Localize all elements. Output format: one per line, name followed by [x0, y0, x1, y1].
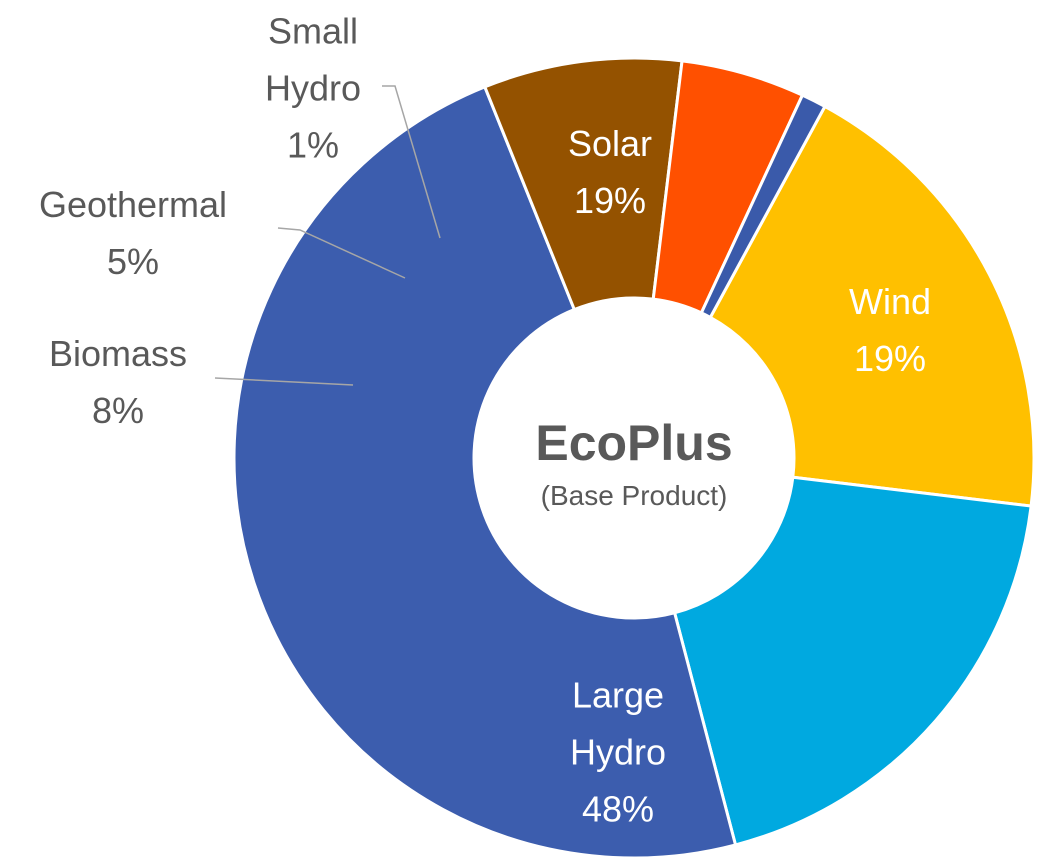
value-label: 8%	[91, 390, 145, 431]
category-label: Wind	[848, 281, 932, 322]
value-label: 1%	[286, 124, 340, 166]
value-label: 48%	[581, 788, 655, 830]
category-label: Geothermal	[38, 184, 228, 225]
slice	[672, 475, 1033, 847]
leader-line	[382, 85, 441, 239]
slice	[699, 93, 827, 320]
slice	[232, 84, 738, 860]
slice-label: Solar 19%	[460, 115, 760, 229]
category-label: Biomass	[48, 333, 188, 374]
category-label: Large Hydro	[569, 674, 667, 773]
slice-label: Small Hydro 1%	[233, 3, 393, 174]
value-label: 5%	[106, 241, 160, 282]
chart-subtitle: (Base Product)	[540, 480, 728, 511]
value-label: 19%	[853, 338, 927, 379]
slice-label: Geothermal 5%	[0, 176, 283, 290]
leader-line	[277, 227, 406, 279]
slice	[708, 104, 1036, 508]
chart-title: EcoPlus	[535, 415, 733, 471]
slice-label: Wind 19%	[740, 273, 1038, 387]
slice-label: Large Hydro 48%	[538, 667, 698, 838]
category-label: Small Hydro	[264, 10, 362, 109]
slice-label: Biomass 8%	[0, 325, 268, 439]
category-label: Solar	[567, 123, 653, 164]
value-label: 19%	[573, 180, 647, 221]
leader-line	[214, 377, 354, 386]
slice	[482, 56, 684, 312]
